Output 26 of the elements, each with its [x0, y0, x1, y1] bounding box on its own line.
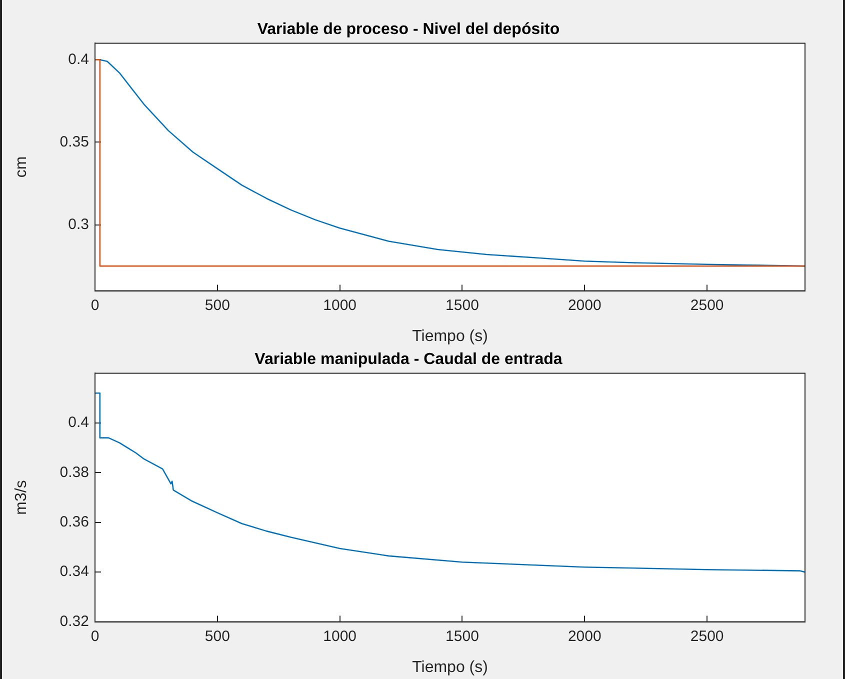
x-tick-label: 0: [90, 628, 100, 645]
y-tick-label: 0.34: [60, 563, 89, 580]
x-tick-label: 500: [204, 296, 230, 314]
y-tick-label: 0.36: [60, 514, 89, 530]
x-tick-label: 2500: [690, 628, 724, 645]
y-tick-label: 0.38: [60, 464, 89, 481]
y-axis-title: m3/s: [13, 480, 30, 515]
y-tick-label: 0.4: [68, 50, 89, 68]
x-tick-label: 1000: [323, 628, 357, 645]
x-tick-label: 2000: [568, 296, 602, 314]
chart-title: Variable de proceso - Nivel del depósito: [257, 21, 560, 38]
chart-title: Variable manipulada - Caudal de entrada: [254, 351, 562, 368]
y-tick-label: 0.35: [60, 133, 89, 150]
x-tick-label: 500: [204, 628, 230, 645]
x-tick-label: 1500: [446, 296, 479, 314]
y-tick-label: 0.3: [68, 216, 89, 233]
y-axis-title: cm: [13, 156, 30, 178]
x-tick-label: 1500: [446, 628, 479, 645]
x-tick-label: 2000: [568, 628, 602, 645]
x-tick-label: 0: [90, 296, 100, 314]
y-tick-label: 0.4: [68, 414, 89, 432]
x-tick-label: 1000: [323, 296, 357, 314]
x-axis-title: Tiempo (s): [412, 658, 488, 676]
x-axis-title: Tiempo (s): [412, 328, 488, 345]
y-tick-label: 0.32: [60, 612, 89, 630]
x-tick-label: 2500: [690, 296, 724, 314]
